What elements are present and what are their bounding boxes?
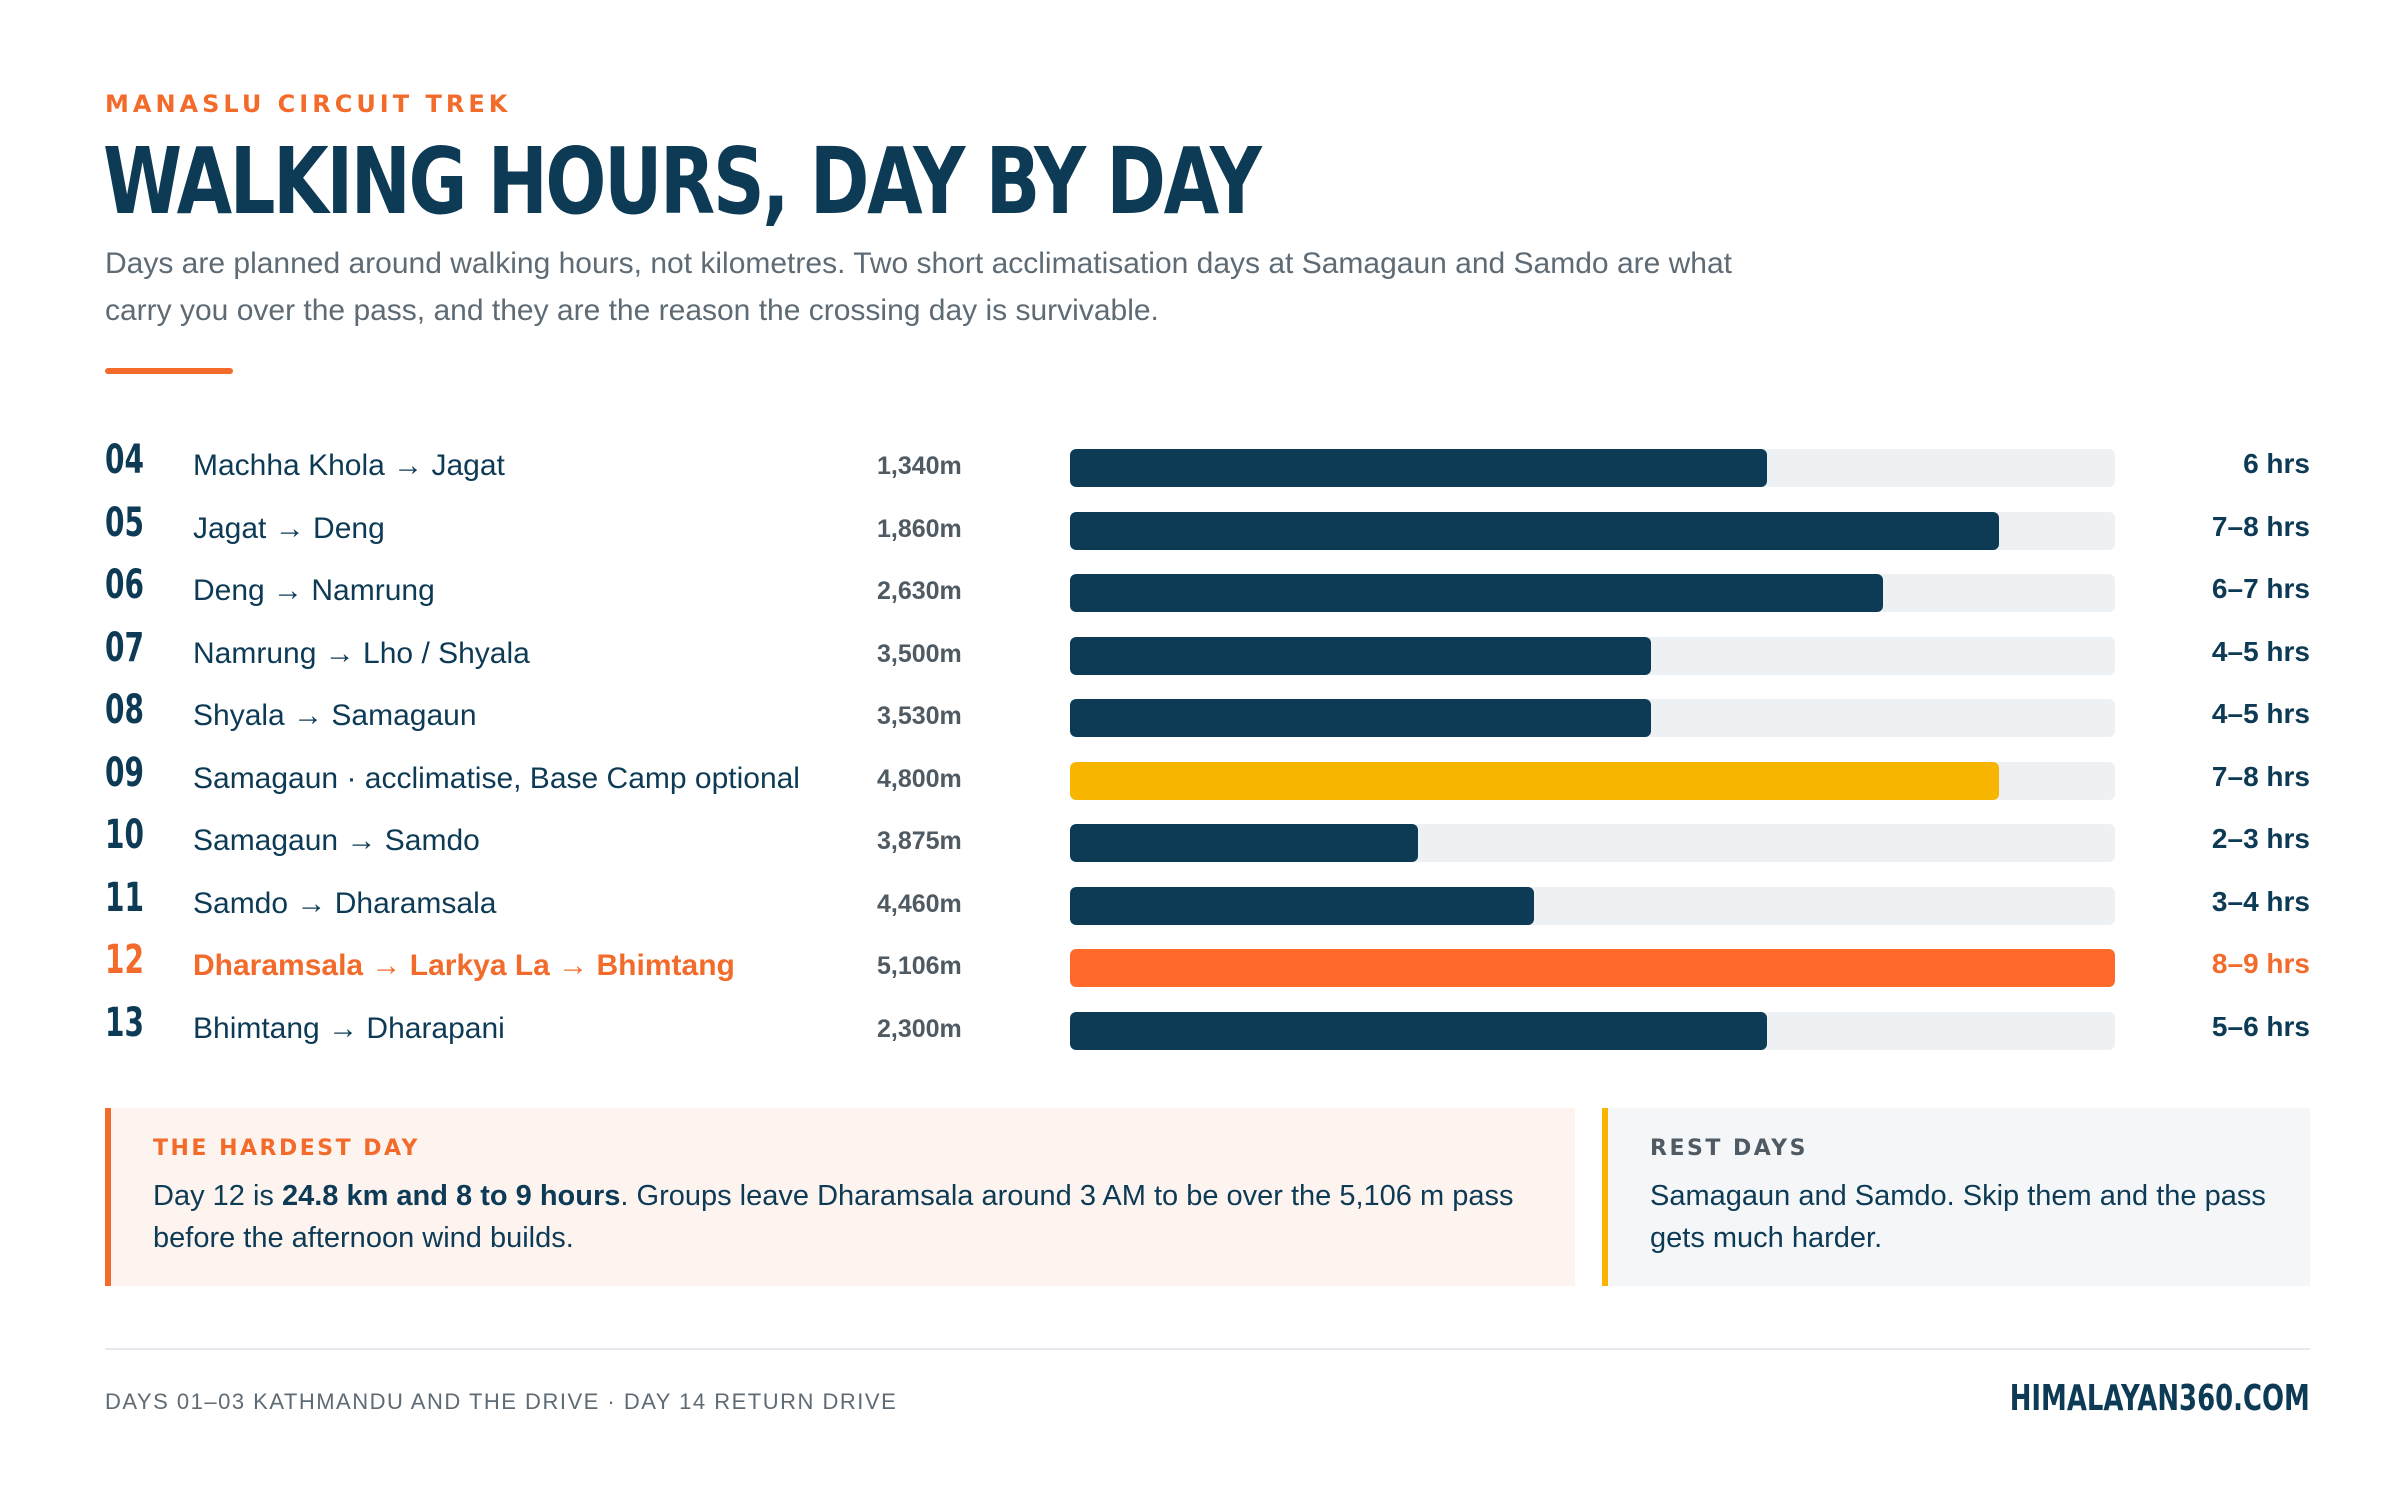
footer-divider (105, 1348, 2310, 1350)
hours-bar (1070, 449, 1767, 487)
hours-label: 6–7 hrs (2211, 573, 2310, 604)
footer-note: DAYS 01–03 KATHMANDU AND THE DRIVE · DAY… (105, 1389, 898, 1414)
eyebrow: MANASLU CIRCUIT TREK (105, 90, 512, 118)
chart-row: 05 Jagat → Deng 1,860m 7–8 hrs (105, 498, 2310, 561)
bar-track (1070, 886, 2115, 925)
hours-label: 7–8 hrs (2211, 760, 2310, 792)
hours-label: 2–3 hrs (2211, 823, 2310, 854)
bar-track (1070, 449, 2115, 487)
hours-bar (1070, 699, 1651, 737)
route-label: Deng → Namrung (193, 574, 435, 607)
day-number: 09 (105, 749, 144, 796)
route-label: Samagaun → Samdo (193, 824, 480, 857)
altitude-label: 2,300m (877, 1014, 962, 1043)
hours-label: 4–5 hrs (2211, 698, 2310, 729)
altitude-label: 4,460m (877, 889, 962, 918)
day-number: 07 (105, 624, 144, 671)
chart-row: 06 Deng → Namrung 2,630m 6–7 hrs (105, 560, 2310, 623)
hours-label: 3–4 hrs (2211, 885, 2310, 917)
day-number: 11 (105, 874, 144, 921)
day-number: 06 (105, 562, 144, 608)
intro-text: Days are planned around walking hours, n… (105, 247, 1733, 327)
hours-bar (1070, 761, 1999, 800)
bar-track (1070, 949, 2115, 987)
hours-bar (1070, 949, 2115, 987)
day-number: 04 (105, 437, 144, 483)
hours-label: 4–5 hrs (2211, 635, 2310, 667)
day-number: 12 (105, 937, 144, 983)
chart-row: 10 Samagaun → Samdo 3,875m 2–3 hrs (105, 810, 2310, 873)
hardest-day-text: Day 12 is 24.8 km and 8 to 9 hours. Grou… (153, 1175, 1535, 1259)
route-label: Samdo → Dharamsala (193, 886, 497, 920)
day-number: 10 (105, 812, 144, 858)
route-label: Namrung → Lho / Shyala (193, 636, 530, 670)
day-number: 05 (105, 499, 144, 546)
altitude-label: 1,340m (877, 452, 962, 480)
route-label: Dharamsala → Larkya La → Bhimtang (193, 949, 735, 982)
bar-track (1070, 511, 2115, 550)
hours-bar (1070, 636, 1651, 675)
bar-track (1070, 761, 2115, 800)
altitude-label: 1,860m (877, 514, 962, 543)
bar-track (1070, 636, 2115, 675)
altitude-label: 3,875m (877, 827, 962, 855)
altitude-label: 4,800m (877, 764, 962, 793)
accent-rule (105, 368, 233, 374)
hardest-day-box: THE HARDEST DAY Day 12 is 24.8 km and 8 … (105, 1108, 1575, 1286)
hours-bar (1070, 886, 1535, 925)
route-label: Samagaun · acclimatise, Base Camp option… (193, 761, 800, 795)
rest-days-text: Samagaun and Samdo. Skip them and the pa… (1650, 1180, 2266, 1254)
page-title: WALKING HOURS, DAY BY DAY (103, 128, 1262, 235)
chart-row: 09 Samagaun · acclimatise, Base Camp opti… (105, 748, 2310, 811)
bar-track (1070, 574, 2115, 612)
route-label: Shyala → Samagaun (193, 699, 477, 732)
hours-label: 8–9 hrs (2211, 948, 2310, 979)
bar-track (1070, 824, 2115, 862)
route-label: Bhimtang → Dharapani (193, 1011, 505, 1045)
altitude-label: 3,530m (877, 702, 962, 730)
hardest-text-a: Day 12 is (153, 1180, 282, 1212)
hardest-day-label: THE HARDEST DAY (153, 1136, 420, 1161)
hours-bar (1070, 1011, 1767, 1050)
route-label: Machha Khola → Jagat (193, 449, 505, 482)
hardest-text-bold: 24.8 km and 8 to 9 hours (281, 1180, 621, 1212)
bar-track (1070, 1011, 2115, 1050)
bar-track (1070, 699, 2115, 737)
chart-row: 12 Dharamsala → Larkya La → Bhimtang 5,106… (105, 935, 2310, 998)
hardest-text-b: . Groups leave Dharamsala around 3 AM to… (153, 1180, 1514, 1254)
hours-label: 6 hrs (2243, 448, 2310, 479)
route-label: Jagat → Deng (193, 511, 385, 545)
day-number: 08 (105, 687, 144, 733)
chart-row: 11 Samdo → Dharamsala 4,460m 3–4 hrs (105, 873, 2310, 936)
hours-bar (1070, 574, 1883, 612)
altitude-label: 5,106m (877, 952, 962, 980)
footer-brand[interactable]: HIMALAYAN360.COM (2009, 1378, 2310, 1419)
hours-label: 7–8 hrs (2211, 510, 2310, 542)
chart-row: 08 Shyala → Samagaun 3,530m 4–5 hrs (105, 685, 2310, 748)
hours-bar (1070, 824, 1419, 862)
rest-days-label: REST DAYS (1650, 1136, 1808, 1161)
rest-days-box: REST DAYS Samagaun and Samdo. Skip them … (1602, 1108, 2310, 1286)
altitude-label: 3,500m (877, 639, 962, 668)
walking-hours-chart: 04 Machha Khola → Jagat 1,340m 6 hrs 05 Jagat… (105, 435, 2310, 1060)
chart-row: 07 Namrung → Lho / Shyala 3,500m 4–5 hrs (105, 623, 2310, 686)
hours-bar (1070, 511, 1999, 550)
hours-label: 5–6 hrs (2211, 1010, 2310, 1042)
chart-row: 04 Machha Khola → Jagat 1,340m 6 hrs (105, 435, 2310, 498)
day-number: 13 (105, 999, 144, 1046)
chart-row: 13 Bhimtang → Dharapani 2,300m 5–6 hrs (105, 998, 2310, 1061)
altitude-label: 2,630m (877, 577, 962, 605)
